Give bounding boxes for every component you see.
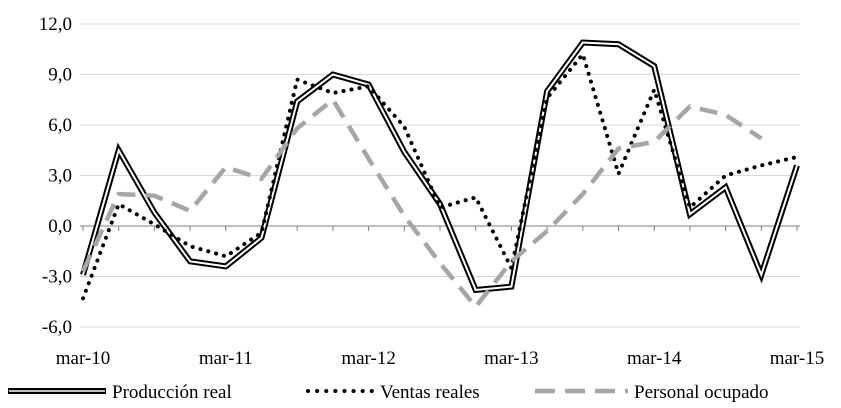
series-line (80, 97, 763, 310)
series-3 (80, 97, 763, 310)
series-2 (81, 52, 799, 301)
grid-lines (80, 23, 800, 328)
legend-item: Personal ocupado (535, 382, 769, 403)
series-line (81, 52, 799, 301)
series-lines (80, 39, 800, 310)
legend-item: Producción real (8, 382, 232, 403)
x-tick-label: mar-14 (627, 348, 682, 369)
series-line-inner (82, 41, 798, 292)
legend-item: Ventas reales (306, 382, 480, 403)
x-tick-label: mar-15 (770, 348, 825, 369)
y-tick-label: 12,0 (39, 14, 72, 35)
legend-label: Personal ocupado (634, 382, 769, 403)
legend: Producción real Ventas reales Personal ocu… (8, 382, 769, 403)
y-tick-label: -3,0 (42, 267, 72, 288)
x-tick-label: mar-13 (484, 348, 539, 369)
x-tick-label: mar-12 (341, 348, 396, 369)
axes: -6,0 -3,0 0,0 3,0 6,0 9,0 12,0 mar-10 mar-11 mar-… (39, 14, 825, 369)
x-tick-label: mar-10 (56, 348, 111, 369)
series-line-outer (80, 39, 800, 294)
legend-label: Producción real (112, 382, 232, 403)
series-1 (80, 39, 800, 294)
x-tick-label: mar-11 (199, 348, 253, 369)
y-tick-label: 6,0 (48, 115, 72, 136)
y-tick-label: 9,0 (48, 65, 72, 86)
y-tick-label: 3,0 (48, 166, 72, 187)
legend-label: Ventas reales (380, 382, 480, 403)
y-tick-label: -6,0 (42, 317, 72, 338)
y-tick-label: 0,0 (48, 216, 72, 237)
